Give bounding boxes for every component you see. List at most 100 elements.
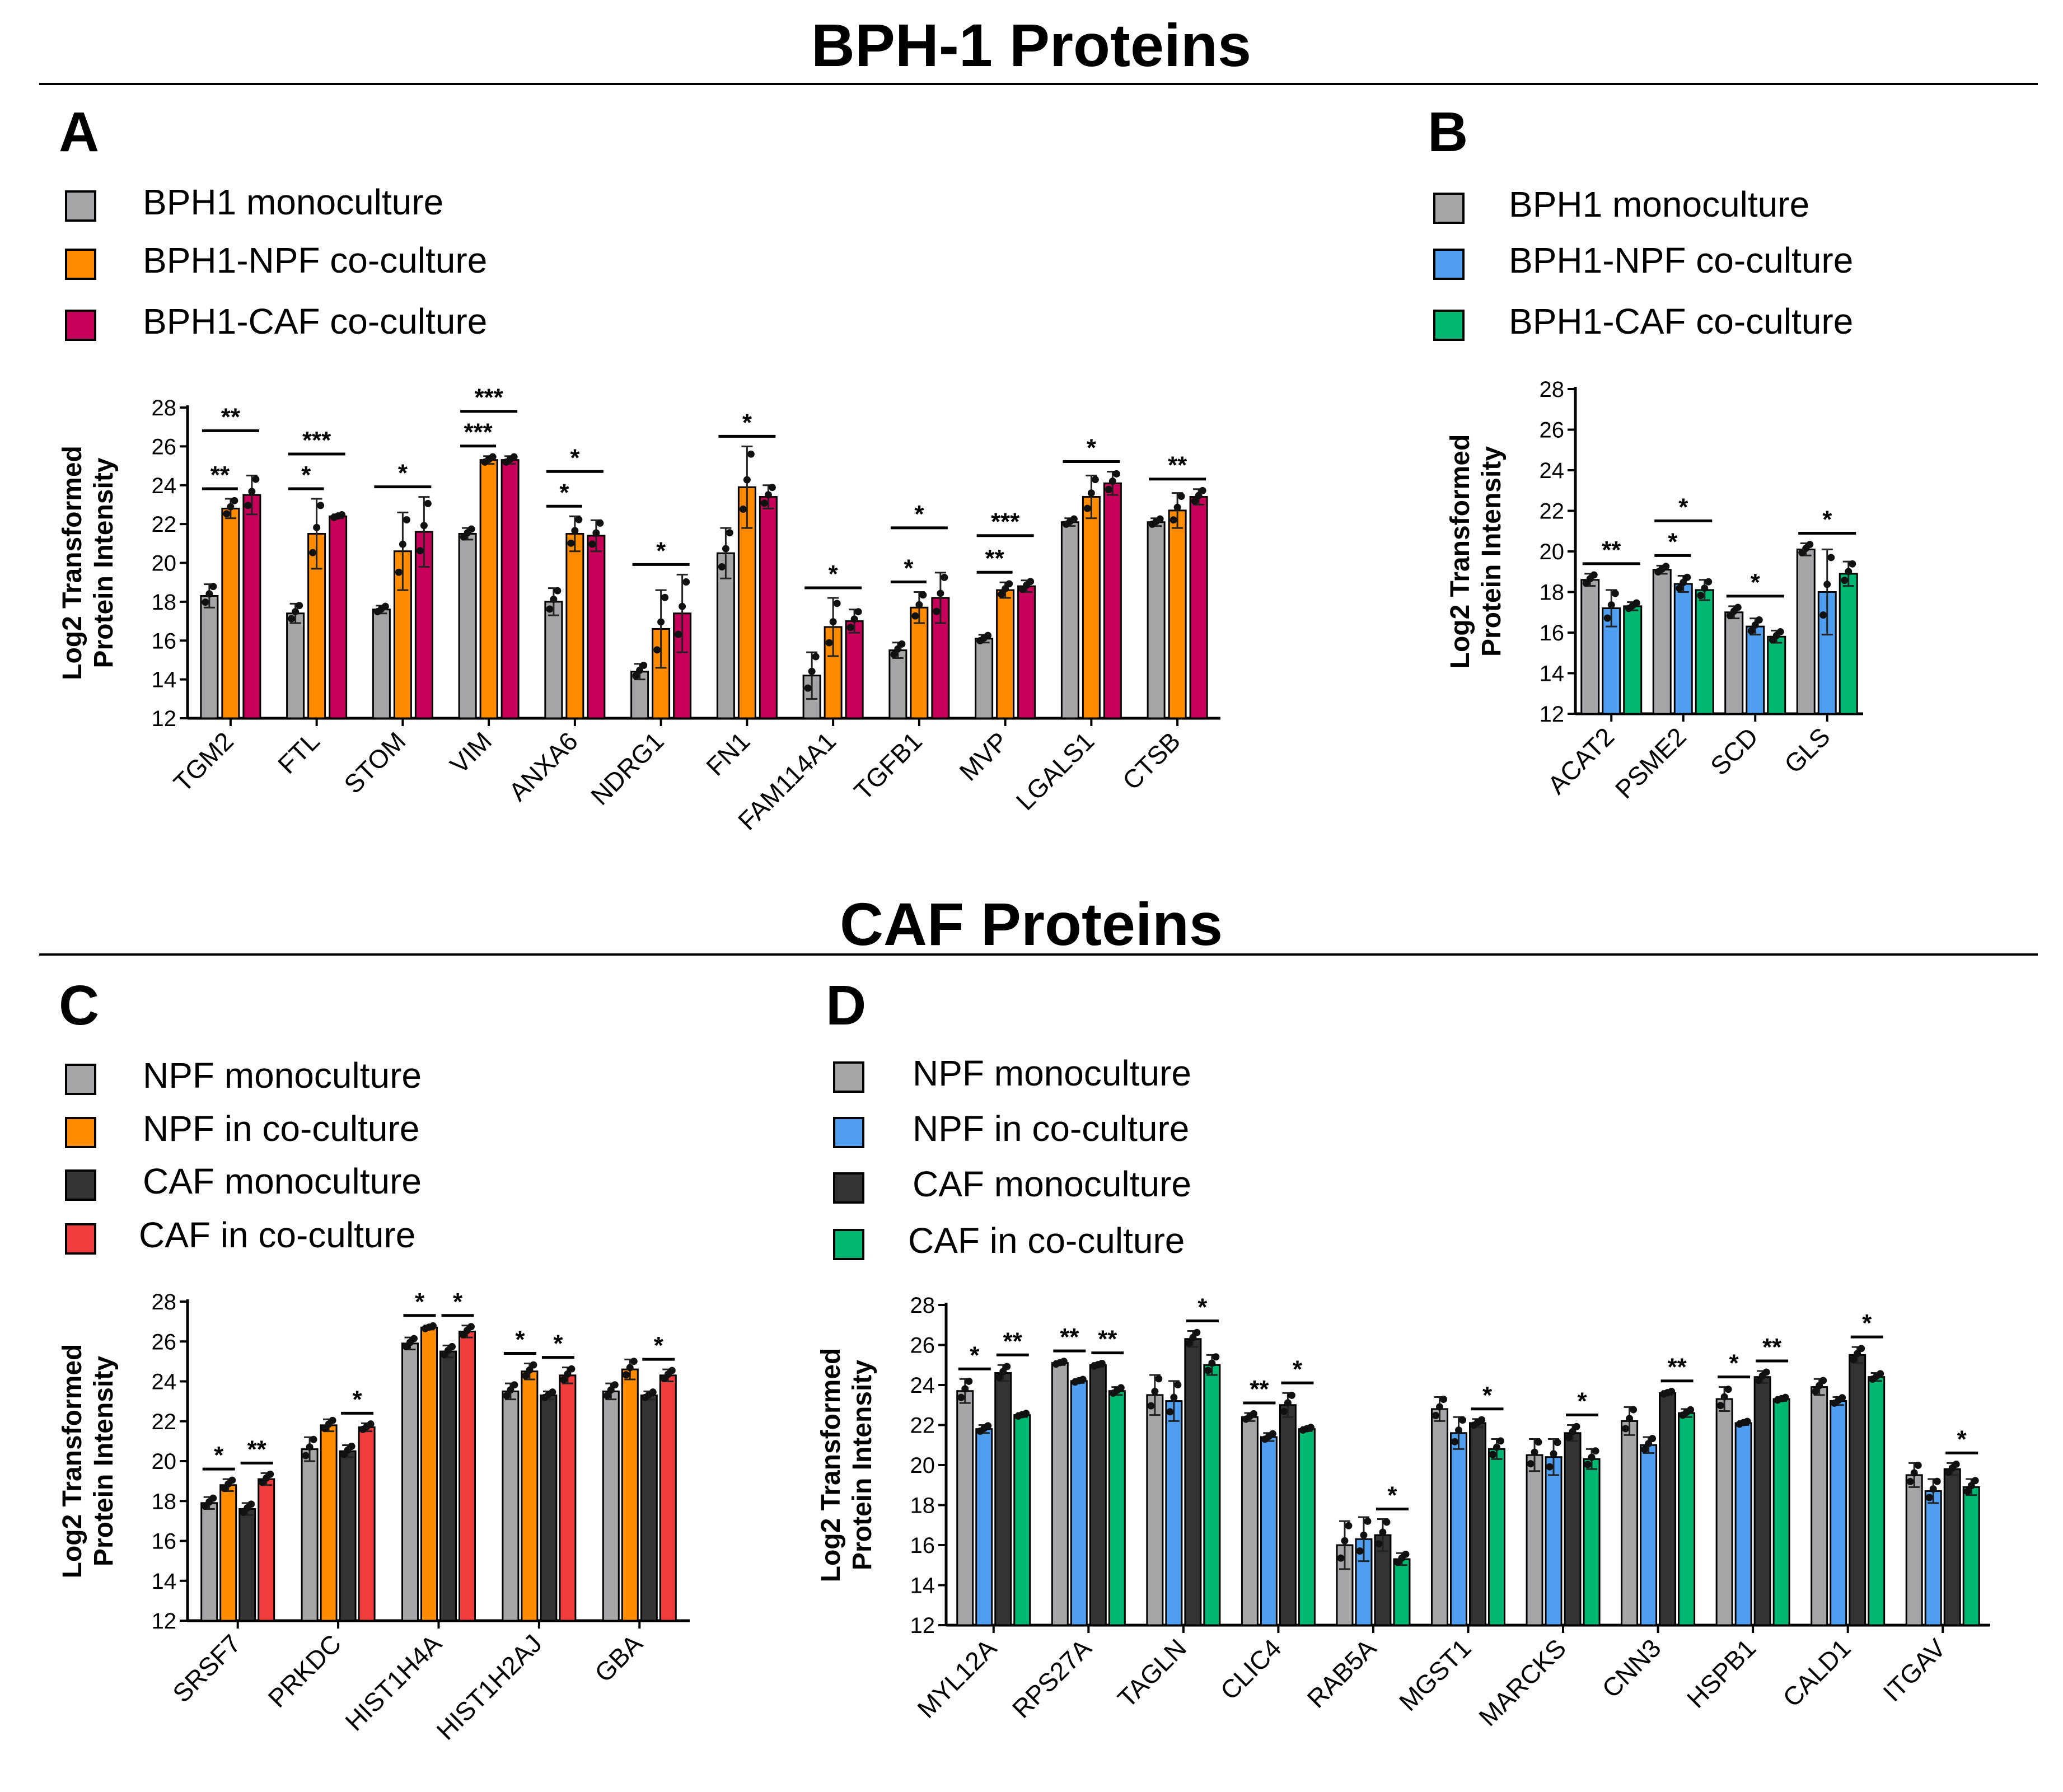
legend-d-label-2: CAF monoculture xyxy=(913,1164,1191,1204)
data-point xyxy=(1108,478,1116,485)
x-tick-label: PSME2 xyxy=(1610,722,1692,804)
data-point xyxy=(1079,1375,1087,1383)
data-point xyxy=(1590,571,1598,579)
bar xyxy=(1070,1380,1088,1626)
data-point xyxy=(1027,578,1035,586)
data-point xyxy=(1204,1367,1212,1374)
legend-b-label-1: BPH1-NPF co-culture xyxy=(1509,240,1853,280)
data-point xyxy=(1827,554,1835,562)
data-point xyxy=(1626,1415,1634,1423)
data-point xyxy=(1151,1387,1159,1395)
data-point xyxy=(965,1377,973,1385)
data-point xyxy=(846,624,854,631)
data-point xyxy=(1005,580,1013,588)
data-point xyxy=(812,653,820,661)
data-point xyxy=(381,602,389,610)
bar xyxy=(994,1372,1012,1626)
legend-c-swatch-3 xyxy=(65,1223,96,1255)
data-point xyxy=(247,1500,255,1508)
data-point xyxy=(1087,489,1095,497)
data-point xyxy=(1743,1417,1751,1425)
bar xyxy=(1830,1400,1847,1626)
data-point xyxy=(998,591,1005,598)
data-point xyxy=(611,1381,619,1389)
data-point xyxy=(1440,1396,1447,1403)
data-point xyxy=(1535,1438,1542,1446)
legend-a-swatch-2 xyxy=(65,310,96,341)
data-point xyxy=(984,1422,992,1430)
data-point xyxy=(395,568,403,576)
significance-label: ** xyxy=(1602,536,1621,564)
data-point xyxy=(1705,578,1713,586)
significance-label: ** xyxy=(1250,1375,1269,1403)
data-point xyxy=(223,510,231,518)
bar xyxy=(372,609,391,719)
legend-b: BPH1 monoculture BPH1-NPF co-culture BPH… xyxy=(1433,184,1853,341)
legend-d-swatch-2 xyxy=(833,1172,864,1204)
significance-label: ** xyxy=(1060,1323,1079,1351)
significance-label: * xyxy=(656,537,666,564)
bar xyxy=(1108,1390,1126,1626)
significance-label: * xyxy=(904,555,914,582)
legend-c-label-3: CAF in co-culture xyxy=(139,1215,415,1255)
data-point xyxy=(1105,486,1112,494)
bar xyxy=(1298,1428,1316,1626)
data-point xyxy=(1816,1382,1823,1389)
data-point xyxy=(890,651,898,658)
x-tick-label: NDRG1 xyxy=(585,726,670,811)
data-point xyxy=(1147,1402,1155,1410)
data-point xyxy=(292,608,300,616)
bar xyxy=(1849,1354,1866,1626)
y-tick-label: 22 xyxy=(1540,499,1565,524)
data-point xyxy=(1645,1440,1653,1448)
significance-label: * xyxy=(1668,528,1678,555)
significance-label: * xyxy=(1678,493,1688,521)
data-point xyxy=(560,1376,568,1384)
data-point xyxy=(1280,1407,1288,1415)
bar xyxy=(479,459,498,719)
data-point xyxy=(1683,573,1691,581)
bar xyxy=(500,459,520,719)
data-point xyxy=(768,484,776,492)
y-axis-label-line2: Protein Intensity xyxy=(89,1356,119,1566)
x-tick-label: SCD xyxy=(1705,722,1763,780)
significance-label: * xyxy=(914,500,924,528)
x-tick-label: HIST1H4A xyxy=(339,1629,447,1736)
bar xyxy=(910,606,929,719)
data-point xyxy=(306,1443,314,1451)
legend-b-swatch-2 xyxy=(1433,310,1465,341)
data-point xyxy=(1288,1391,1295,1399)
data-point xyxy=(309,549,317,556)
data-point xyxy=(1189,1334,1197,1341)
data-point xyxy=(833,600,841,607)
data-point xyxy=(302,1452,310,1459)
legend-c-swatch-0 xyxy=(65,1064,96,1095)
data-point xyxy=(296,602,303,610)
significance-label: * xyxy=(570,444,580,471)
y-tick-label: 20 xyxy=(152,1449,177,1474)
data-point xyxy=(313,523,321,531)
bar xyxy=(1905,1474,1923,1626)
x-tick-label: TGM2 xyxy=(168,726,239,797)
data-point xyxy=(338,511,346,518)
data-point xyxy=(310,1435,317,1443)
data-point xyxy=(718,563,726,571)
data-point xyxy=(1451,1438,1458,1445)
data-point xyxy=(911,612,919,620)
bar xyxy=(258,1478,275,1622)
x-tick-label: TGFB1 xyxy=(848,726,928,806)
x-tick-label: MYL12A xyxy=(911,1633,1002,1724)
bar xyxy=(358,1426,376,1622)
y-axis-label-line2: Protein Intensity xyxy=(1477,446,1507,657)
significance-label: * xyxy=(1957,1425,1967,1453)
data-point xyxy=(722,545,729,553)
data-point xyxy=(467,525,475,533)
bar xyxy=(845,620,864,719)
bar xyxy=(521,1370,539,1622)
data-point xyxy=(248,488,256,495)
data-point xyxy=(348,1443,355,1451)
data-point xyxy=(1592,1447,1599,1455)
bar xyxy=(1469,1422,1486,1626)
data-point xyxy=(1630,1406,1638,1414)
bar xyxy=(1695,589,1714,715)
